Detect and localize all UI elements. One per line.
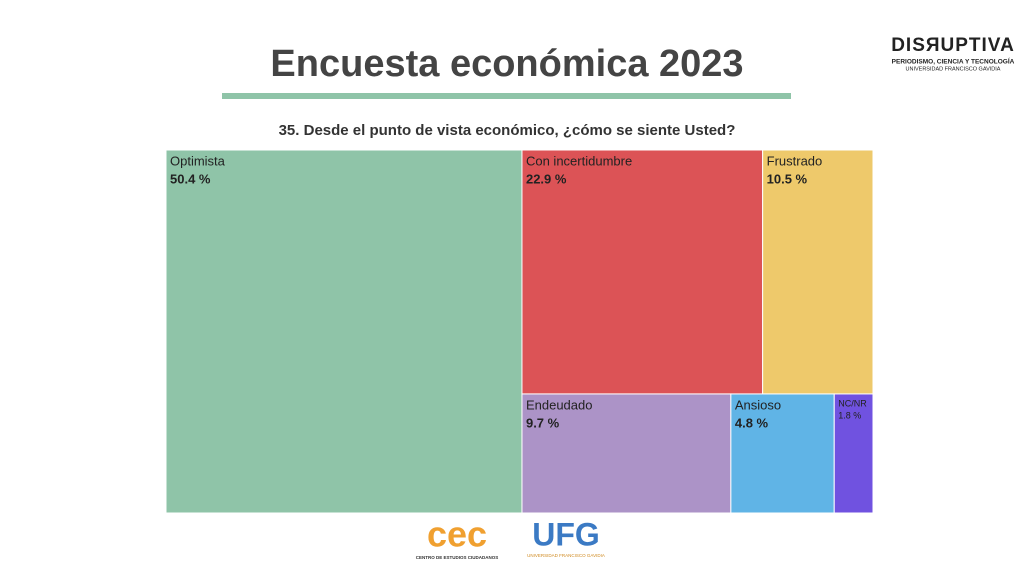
cell-value: 9.7 % [526,415,560,430]
cell-value: 22.9 % [526,171,567,186]
chart-subtitle: 35. Desde el punto de vista económico, ¿… [279,122,736,139]
cell-label: Frustrado [767,153,823,168]
cell-label: Ansioso [735,397,781,412]
treemap-cell [833,393,874,514]
cec-name: CENTRO DE ESTUDIOS CIUDADANOS [416,555,499,560]
treemap-cell [762,149,874,395]
cell-value: 50.4 % [170,171,211,186]
chart-title: Encuesta económica 2023 [270,43,743,85]
cell-value: 10.5 % [767,171,808,186]
cell-label: Con incertidumbre [526,153,632,168]
treemap-cell [165,149,523,514]
treemap-cell [730,393,835,514]
cell-label: Optimista [170,153,226,168]
cell-value: 4.8 % [735,415,769,430]
cell-label: Endeudado [526,397,593,412]
cell-label: NC/NR [838,398,867,408]
treemap-cell [521,149,764,395]
ufg-logo: UFG [532,516,600,552]
treemap-cell [521,393,732,514]
cec-logo: cec [427,514,487,555]
title-underline [222,93,791,99]
brand-logo: DISЯUPTIVA [891,35,1015,56]
brand-university: UNIVERSIDAD FRANCISCO GAVIDIA [906,66,1001,72]
brand-tagline: PERIODISMO, CIENCIA Y TECNOLOGÍA [892,57,1015,66]
ufg-name: UNIVERSIDAD FRANCISCO GAVIDIA [527,553,605,558]
cell-value: 1.8 % [838,410,861,420]
